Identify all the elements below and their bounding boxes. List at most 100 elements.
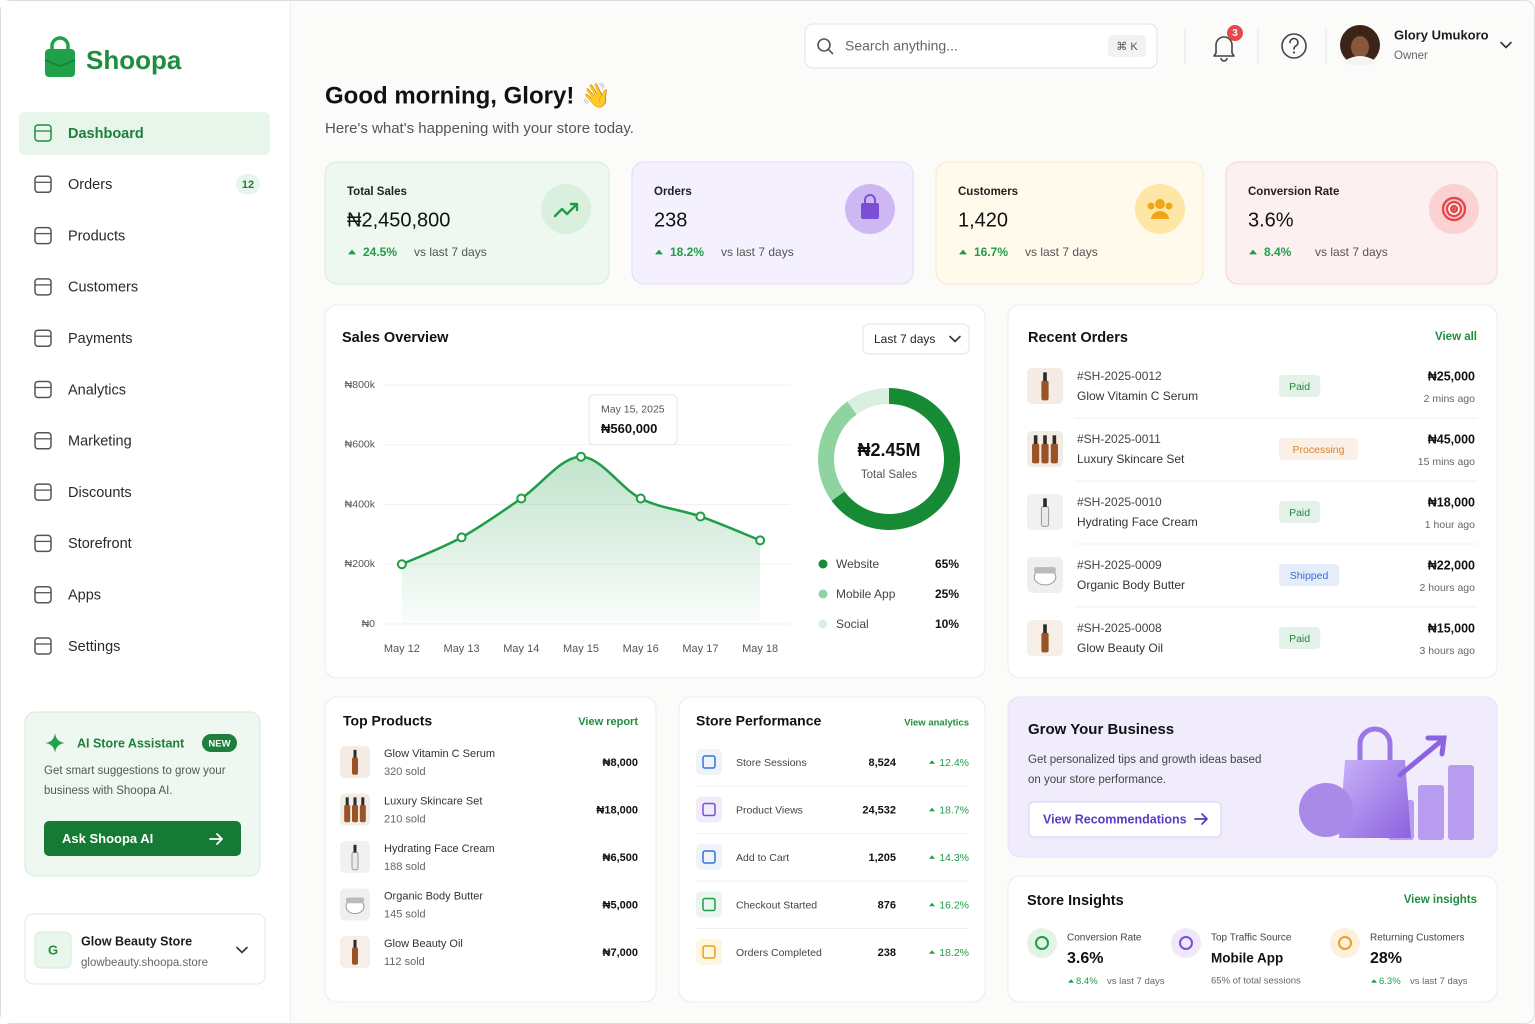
nav-item[interactable]: Dashboard: [19, 112, 270, 155]
metric-icon-bg: [696, 796, 722, 823]
y-tick-label: ₦800k: [345, 379, 376, 391]
metric-icon: [702, 802, 716, 817]
donut-center-label: ₦2.45M: [857, 440, 920, 460]
kpi-label: Orders: [654, 186, 692, 198]
sales-point: [576, 451, 586, 462]
ask-button[interactable]: Ask Shoopa AI: [44, 821, 241, 856]
view-insights-link[interactable]: View insights: [1404, 894, 1477, 906]
store-insights-title: Store Insights: [1027, 893, 1124, 909]
nav-item[interactable]: Apps: [34, 585, 101, 604]
kpi-icon-bg: [541, 184, 591, 234]
recent-orders-title: Recent Orders: [1028, 330, 1128, 346]
product-name: Glow Vitamin C Serum: [384, 748, 495, 760]
avatar-face: [1351, 36, 1369, 58]
metric-value: 238: [878, 947, 896, 959]
status-bg: [1279, 501, 1321, 523]
kpi-label: Conversion Rate: [1248, 186, 1339, 198]
logo-fold: [44, 59, 76, 68]
product-price: ₦5,000: [603, 899, 638, 911]
status-bg: [1279, 375, 1321, 397]
insight-icon: [1035, 936, 1049, 950]
assistant-title: AI Store Assistant: [77, 736, 185, 750]
nav-item[interactable]: Customers: [34, 278, 138, 296]
kpi-icon-side: [1147, 202, 1155, 210]
nav-item[interactable]: Payments: [34, 329, 132, 347]
order-time: 15 mins ago: [1418, 456, 1475, 468]
view-all-link[interactable]: View all: [1435, 331, 1477, 343]
metric-value: 1,205: [868, 852, 896, 864]
nav-item[interactable]: Settings: [34, 637, 120, 655]
nav-item[interactable]: Analytics: [34, 380, 126, 399]
brand: Shoopa: [86, 45, 182, 75]
insight-value: Mobile App: [1211, 951, 1283, 966]
nav-icon: [34, 380, 52, 399]
nav-label: Products: [68, 228, 125, 244]
jar-lid: [1034, 567, 1056, 574]
search-box[interactable]: Search anything... ⌘ K: [804, 23, 1158, 69]
nav-item[interactable]: Discounts: [34, 483, 132, 501]
store-initial: G: [48, 942, 58, 957]
notifications[interactable]: 3: [1213, 25, 1243, 62]
nav-label: Payments: [68, 331, 132, 347]
assistant-text: Get smart suggestions to grow your busin…: [44, 765, 226, 797]
bottle: [352, 804, 358, 823]
legend-label: Mobile App: [836, 587, 896, 601]
search-shortcut: ⌘ K: [1116, 41, 1138, 53]
store-switcher[interactable]: G Glow Beauty Store glowbeauty.shoopa.stor…: [24, 913, 266, 985]
insight-period: vs last 7 days: [1410, 976, 1468, 987]
order-amount: ₦18,000: [1428, 495, 1475, 509]
help[interactable]: [1281, 33, 1307, 59]
kpi-period: vs last 7 days: [1025, 245, 1098, 259]
insight-icon-bg: [1171, 928, 1201, 958]
legend-swatch: [818, 589, 828, 599]
illustration-bar: [1418, 785, 1444, 840]
nav-icon: [34, 124, 52, 142]
kpi-icon-body: [1151, 211, 1169, 219]
user-menu[interactable]: Glory Umukoro Owner: [1340, 25, 1489, 65]
kpi-icon: [1449, 204, 1459, 214]
arrow-right: [209, 833, 223, 845]
nav-active-bg: [19, 112, 270, 155]
legend-label: Social: [836, 617, 869, 631]
recent-orders-card: [1007, 304, 1498, 679]
metric-label: Add to Cart: [736, 852, 789, 864]
range-dropdown[interactable]: Last 7 days: [862, 323, 970, 355]
order-product: Hydrating Face Cream: [1077, 515, 1198, 529]
view-analytics-link[interactable]: View analytics: [904, 718, 969, 729]
bottle-cap: [1043, 498, 1047, 507]
chevron: [949, 335, 961, 343]
order-product: Glow Beauty Oil: [1077, 641, 1163, 655]
new-badge-bg: [202, 734, 237, 752]
nav-label: Dashboard: [68, 126, 144, 142]
metric-change: 16.2%: [939, 899, 969, 911]
nav-item[interactable]: Storefront: [34, 534, 132, 553]
arrow-right: [1194, 813, 1208, 825]
bottle-cap: [353, 749, 357, 758]
metric-label: Store Sessions: [736, 757, 807, 769]
order-time: 2 hours ago: [1420, 582, 1476, 594]
nav-item[interactable]: Products: [34, 226, 125, 245]
product-sold: 320 sold: [384, 766, 426, 778]
y-tick-label: ₦400k: [345, 498, 376, 510]
recommendations-button[interactable]: View Recommendations: [1028, 801, 1222, 838]
bottle-cap: [353, 797, 357, 806]
nav-icon: [34, 329, 52, 347]
view-report-link[interactable]: View report: [578, 716, 638, 728]
insight-label: Top Traffic Source: [1211, 933, 1292, 944]
bottle: [352, 947, 358, 965]
store-name: Glow Beauty Store: [81, 934, 192, 948]
nav-icon: [34, 534, 52, 553]
greeting-subtitle: Here's what's happening with your store …: [325, 120, 634, 137]
product-price: ₦7,000: [603, 947, 638, 959]
illustration-arrow: [1397, 735, 1447, 778]
sales-point: [516, 493, 527, 504]
order-time: 2 mins ago: [1424, 393, 1476, 405]
metric-icon: [702, 945, 716, 959]
store-card: [24, 913, 266, 985]
kpi-icon-dot: [1452, 207, 1456, 211]
help-dot: [1292, 51, 1296, 54]
nav-item[interactable]: Orders 12: [34, 174, 260, 195]
nav-item[interactable]: Marketing: [34, 432, 132, 450]
order-id: #SH-2025-0010: [1077, 495, 1162, 509]
order-id: #SH-2025-0012: [1077, 369, 1162, 383]
